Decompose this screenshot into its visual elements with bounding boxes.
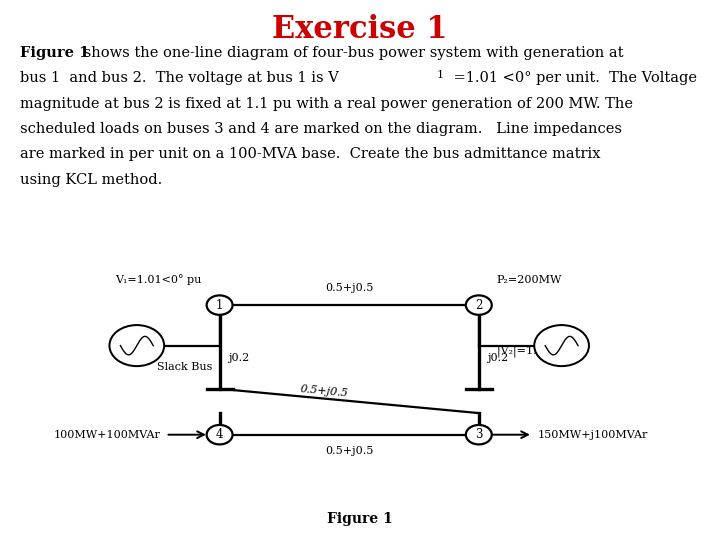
Text: =1.01 <0° per unit.  The Voltage: =1.01 <0° per unit. The Voltage [449, 71, 696, 85]
Text: j0.2: j0.2 [487, 353, 509, 363]
Text: Figure 1: Figure 1 [327, 512, 393, 526]
Text: 2: 2 [475, 299, 482, 312]
Text: Slack Bus: Slack Bus [157, 362, 212, 372]
Circle shape [207, 425, 233, 444]
Text: 3: 3 [475, 428, 482, 441]
Text: P₂=200MW: P₂=200MW [497, 274, 562, 285]
Text: are marked in per unit on a 100-MVA base.  Create the bus admittance matrix: are marked in per unit on a 100-MVA base… [20, 147, 600, 161]
Text: 0.5+j0.5: 0.5+j0.5 [325, 446, 374, 456]
Circle shape [534, 325, 589, 366]
Text: 1: 1 [216, 299, 223, 312]
Circle shape [207, 295, 233, 315]
Text: 0.5+j0.5: 0.5+j0.5 [325, 283, 374, 293]
Circle shape [466, 425, 492, 444]
Text: j0.2: j0.2 [228, 353, 250, 363]
Text: V₁=1.01<0° pu: V₁=1.01<0° pu [115, 274, 202, 285]
Text: 1: 1 [436, 70, 444, 80]
Circle shape [466, 295, 492, 315]
Text: 4: 4 [216, 428, 223, 441]
Text: Figure 1: Figure 1 [20, 46, 89, 60]
Text: scheduled loads on buses 3 and 4 are marked on the diagram.   Line impedances: scheduled loads on buses 3 and 4 are mar… [20, 122, 622, 136]
Text: shows the one-line diagram of four-bus power system with generation at: shows the one-line diagram of four-bus p… [79, 46, 624, 60]
Text: bus 1  and bus 2.  The voltage at bus 1 is V: bus 1 and bus 2. The voltage at bus 1 is… [20, 71, 339, 85]
Text: magnitude at bus 2 is fixed at 1.1 pu with a real power generation of 200 MW. Th: magnitude at bus 2 is fixed at 1.1 pu wi… [20, 97, 633, 111]
Text: 150MW+j100MVAr: 150MW+j100MVAr [538, 430, 648, 440]
Text: Exercise 1: Exercise 1 [272, 14, 448, 44]
Text: using KCL method.: using KCL method. [20, 173, 163, 187]
Text: |V₂|=1.1 pu: |V₂|=1.1 pu [497, 345, 562, 357]
Circle shape [109, 325, 164, 366]
Text: 0.5+j0.5: 0.5+j0.5 [300, 384, 348, 399]
Text: 100MW+100MVAr: 100MW+100MVAr [54, 430, 161, 440]
